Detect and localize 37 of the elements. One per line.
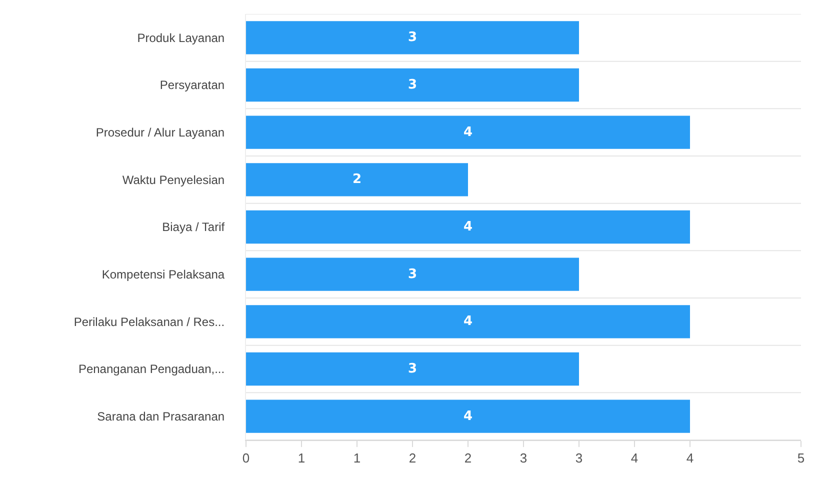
y-tick-label: Biaya / Tarif <box>162 220 226 234</box>
data-label: 3 <box>408 30 418 46</box>
x-tick-label: 5 <box>797 450 805 466</box>
bar <box>246 210 690 244</box>
data-label: 2 <box>352 172 362 188</box>
data-label: 4 <box>463 408 473 424</box>
data-label: 3 <box>408 362 418 376</box>
bar <box>246 305 690 338</box>
bar <box>246 116 690 149</box>
y-tick-label: Produk Layanan <box>137 30 225 45</box>
x-tick-label: 3 <box>575 450 583 466</box>
bar <box>246 258 579 291</box>
bar <box>246 21 579 54</box>
data-label: 3 <box>408 78 418 92</box>
data-label: 4 <box>463 314 473 330</box>
y-tick-label: Penanganan Pengaduan,... <box>78 362 225 376</box>
data-label: 3 <box>408 266 418 282</box>
x-tick-label: 4 <box>686 450 694 466</box>
y-tick-label: Prosedur / Alur Layanan <box>96 126 225 140</box>
bar <box>246 352 579 386</box>
bar <box>246 163 468 196</box>
x-tick-label: 1 <box>353 450 361 466</box>
x-tick-label: 2 <box>408 450 416 466</box>
x-tick-label: 2 <box>464 450 472 466</box>
y-tick-label: Waktu Penyelesian <box>122 172 225 187</box>
y-tick-label: Perilaku Pelaksanan / Res... <box>74 314 225 329</box>
x-tick-label: 3 <box>520 450 528 466</box>
bar <box>246 400 690 433</box>
data-label: 4 <box>463 220 473 234</box>
bar <box>246 68 579 102</box>
x-tick-label: 1 <box>298 450 306 466</box>
x-tick-label: 4 <box>630 450 638 466</box>
y-tick-label: Sarana dan Prasaranan <box>97 410 225 424</box>
data-label: 4 <box>463 124 473 140</box>
y-tick-label: Persyaratan <box>160 78 225 92</box>
x-tick-label: 0 <box>242 450 250 466</box>
y-tick-label: Kompetensi Pelaksana <box>102 268 225 282</box>
